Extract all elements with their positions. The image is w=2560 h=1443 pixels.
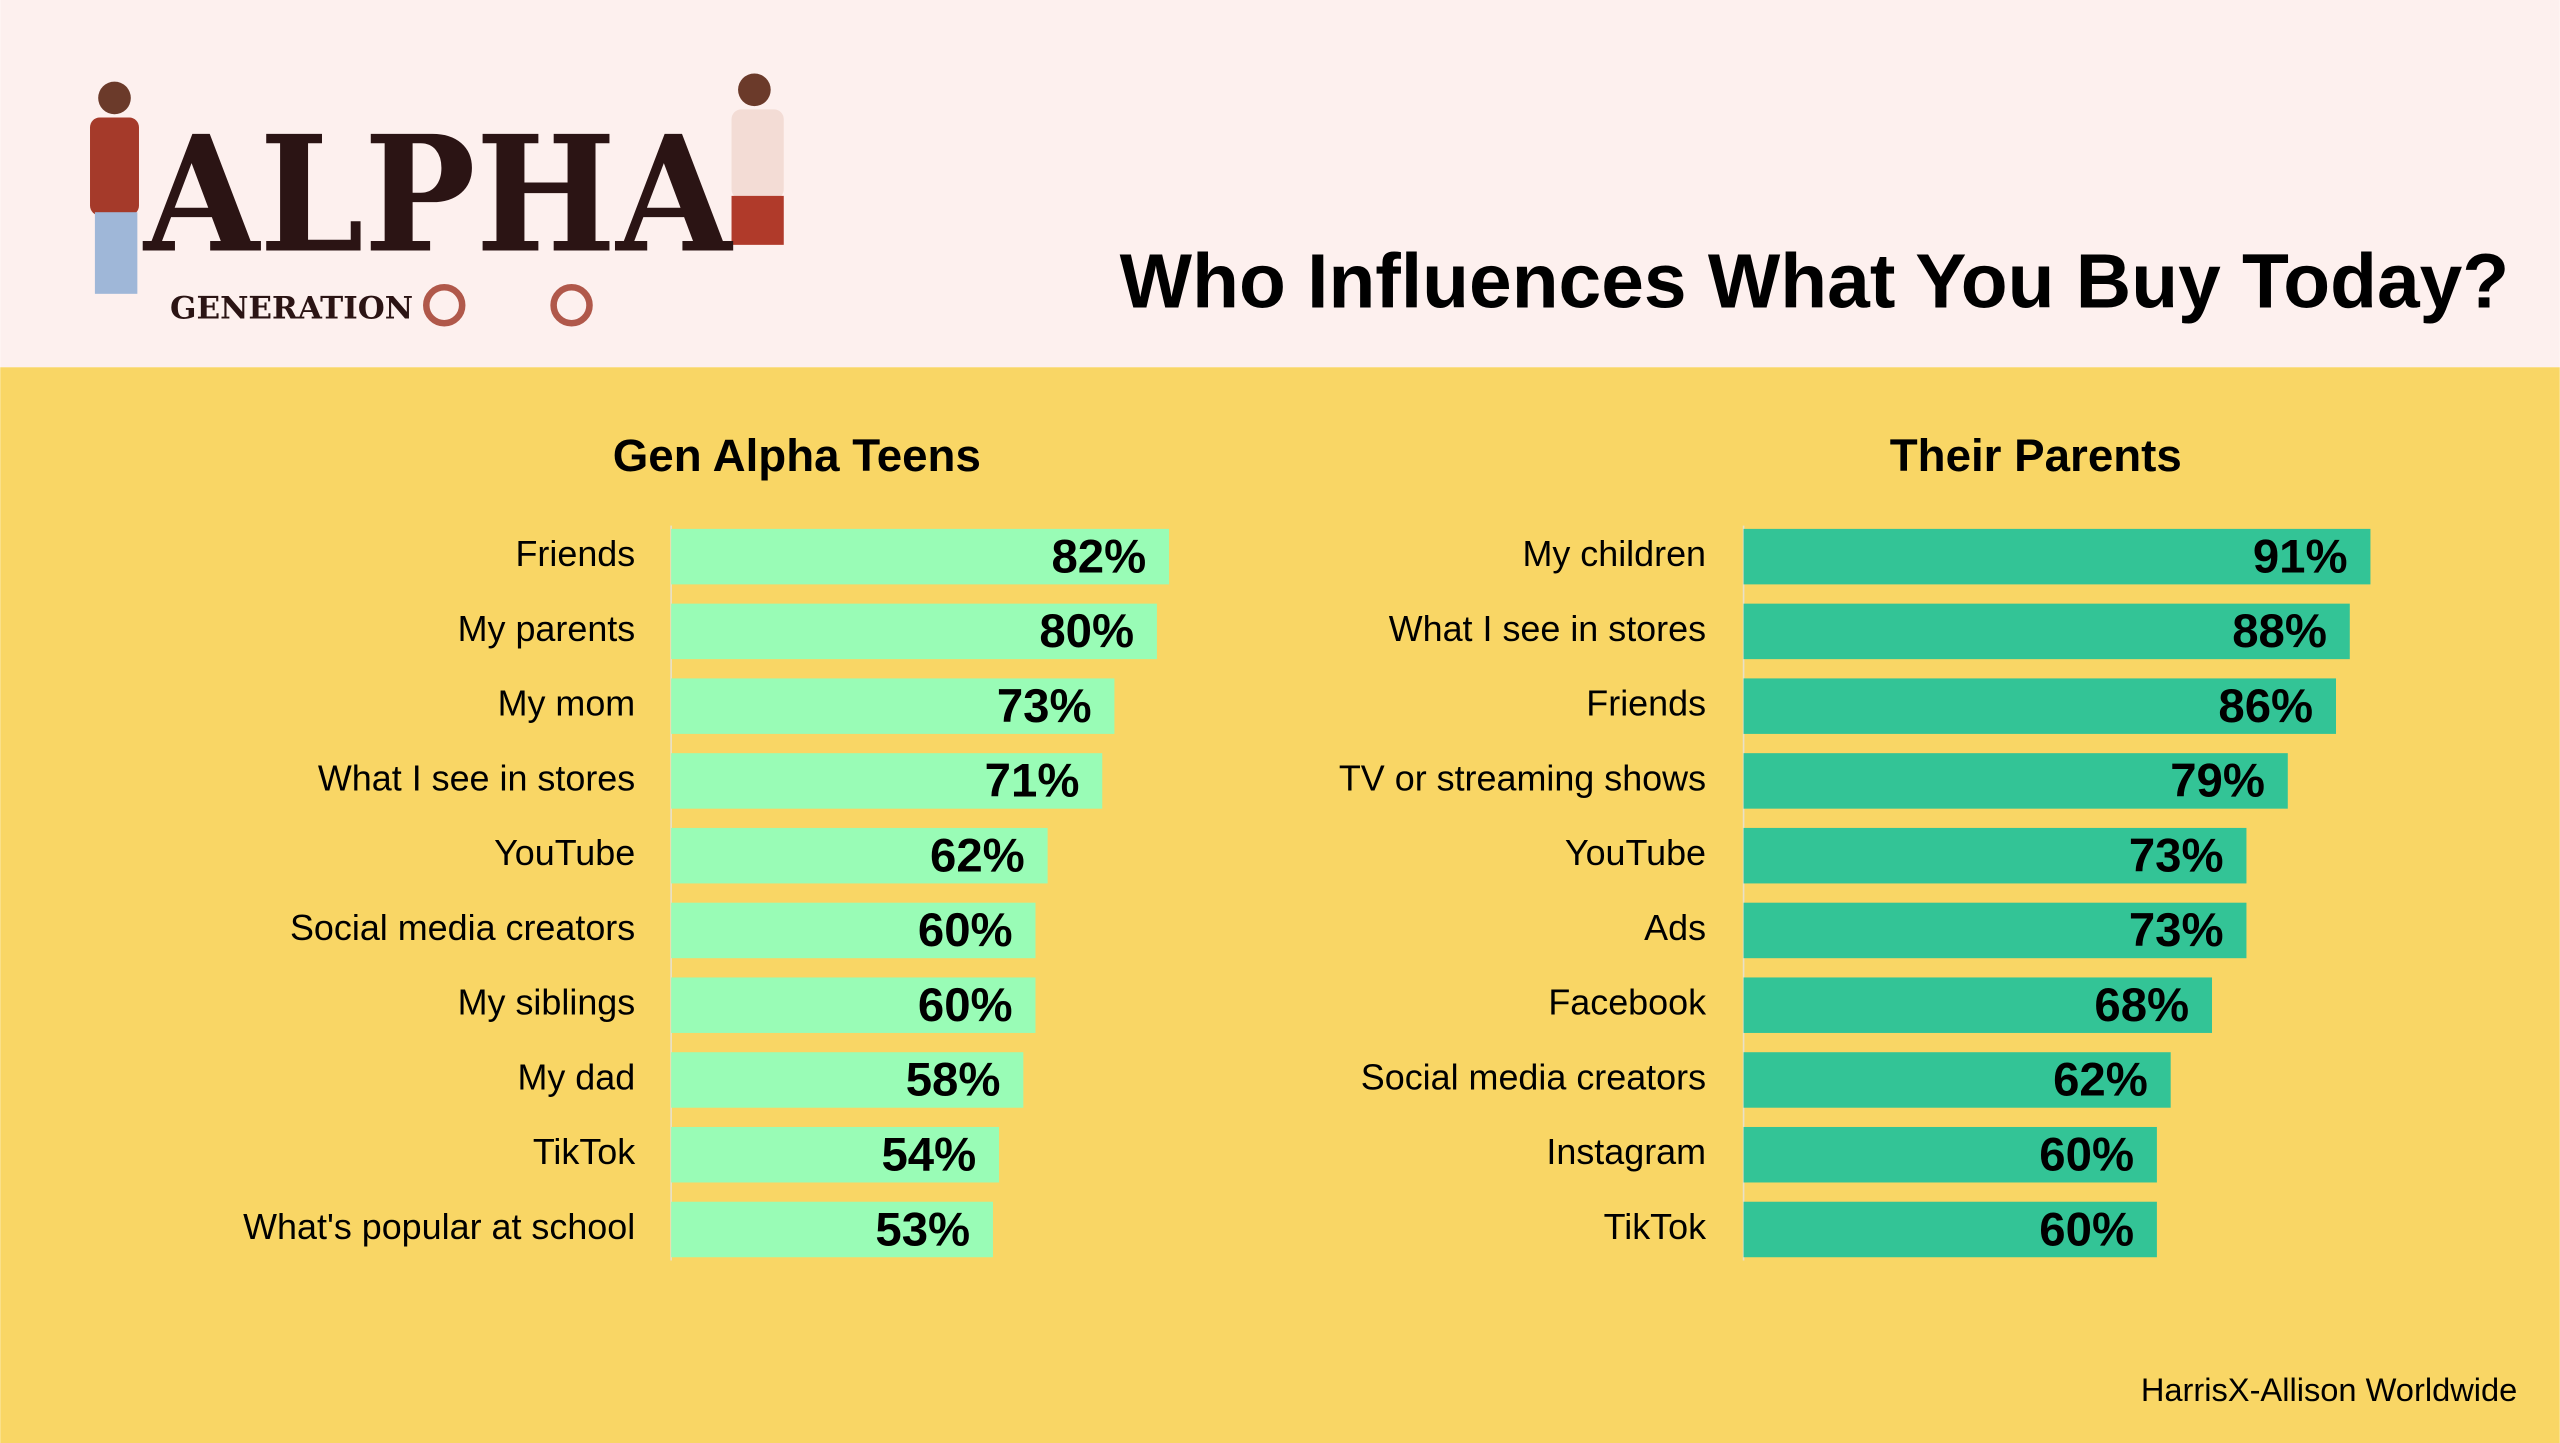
bar xyxy=(1743,1126,2157,1183)
logo-tagline: GENERATION xyxy=(170,291,413,327)
category-label: Ads xyxy=(1644,907,1706,948)
logo-figure-legs xyxy=(731,195,784,245)
category-label: My siblings xyxy=(458,982,636,1023)
bar xyxy=(671,603,1157,660)
category-label: Friends xyxy=(1586,683,1706,724)
bar xyxy=(671,528,1170,585)
bar xyxy=(1743,902,2247,959)
category-label: TV or streaming shows xyxy=(1339,757,1706,798)
bar xyxy=(1743,603,2350,660)
value-label: 60% xyxy=(2039,1128,2134,1181)
value-label: 73% xyxy=(2129,904,2224,957)
page-title: Who Influences What You Buy Today? xyxy=(1120,240,2509,325)
bar xyxy=(671,977,1036,1033)
chart-title: Their Parents xyxy=(1890,430,2182,481)
value-label: 71% xyxy=(985,755,1080,808)
category-label: Social media creators xyxy=(1361,1056,1706,1097)
logo: ALPHA GENERATION xyxy=(90,73,784,327)
value-label: 73% xyxy=(2129,829,2224,882)
bar xyxy=(671,902,1036,959)
logo-figure-body xyxy=(731,109,784,200)
category-label: What I see in stores xyxy=(318,757,635,798)
category-label: Friends xyxy=(515,533,635,574)
category-label: YouTube xyxy=(1565,832,1706,873)
value-label: 60% xyxy=(918,904,1013,957)
category-label: My parents xyxy=(458,608,636,649)
logo-figure-body xyxy=(90,117,139,216)
value-label: 60% xyxy=(918,979,1013,1032)
chart-title: Gen Alpha Teens xyxy=(613,430,981,481)
value-label: 88% xyxy=(2232,605,2327,658)
bar xyxy=(671,1126,1000,1183)
bar xyxy=(671,1052,1024,1108)
value-label: 82% xyxy=(1051,530,1146,583)
category-label: TikTok xyxy=(1604,1206,1706,1247)
category-label: My children xyxy=(1522,533,1706,574)
value-label: 68% xyxy=(2094,979,2189,1032)
logo-scooter-wheel xyxy=(550,284,593,327)
category-label: My dad xyxy=(517,1056,635,1097)
value-label: 79% xyxy=(2170,755,2265,808)
category-label: TikTok xyxy=(533,1131,635,1172)
value-label: 58% xyxy=(906,1054,1001,1107)
bar xyxy=(1743,977,2213,1033)
value-label: 73% xyxy=(997,680,1092,733)
value-label: 60% xyxy=(2039,1203,2134,1256)
logo-word: ALPHA xyxy=(142,100,733,288)
value-label: 62% xyxy=(930,829,1025,882)
bar xyxy=(1743,827,2247,884)
value-label: 80% xyxy=(1039,605,1134,658)
category-label: What's popular at school xyxy=(243,1206,635,1247)
category-label: Facebook xyxy=(1548,982,1706,1023)
source-note: HarrisX-Allison Worldwide xyxy=(2141,1371,2518,1408)
logo-figure-head xyxy=(738,73,771,107)
value-label: 91% xyxy=(2253,530,2348,583)
category-label: My mom xyxy=(498,683,636,724)
value-label: 86% xyxy=(2218,680,2313,733)
category-label: Instagram xyxy=(1546,1131,1706,1172)
bar xyxy=(1743,1201,2157,1258)
logo-figure-head xyxy=(98,81,131,115)
bar xyxy=(671,1201,993,1258)
category-label: YouTube xyxy=(494,832,635,873)
category-label: What I see in stores xyxy=(1389,608,1706,649)
value-label: 62% xyxy=(2053,1054,2148,1107)
logo-scooter-wheel xyxy=(423,284,466,327)
value-label: 53% xyxy=(875,1203,970,1256)
bar xyxy=(671,678,1115,734)
bar xyxy=(1743,528,2371,585)
logo-figure-legs xyxy=(94,212,138,294)
bar xyxy=(671,827,1048,884)
bar xyxy=(1743,678,2337,734)
bar xyxy=(1743,1052,2171,1108)
bar xyxy=(1743,753,2288,809)
value-label: 54% xyxy=(881,1128,976,1181)
category-label: Social media creators xyxy=(290,907,635,948)
bar xyxy=(671,753,1103,809)
